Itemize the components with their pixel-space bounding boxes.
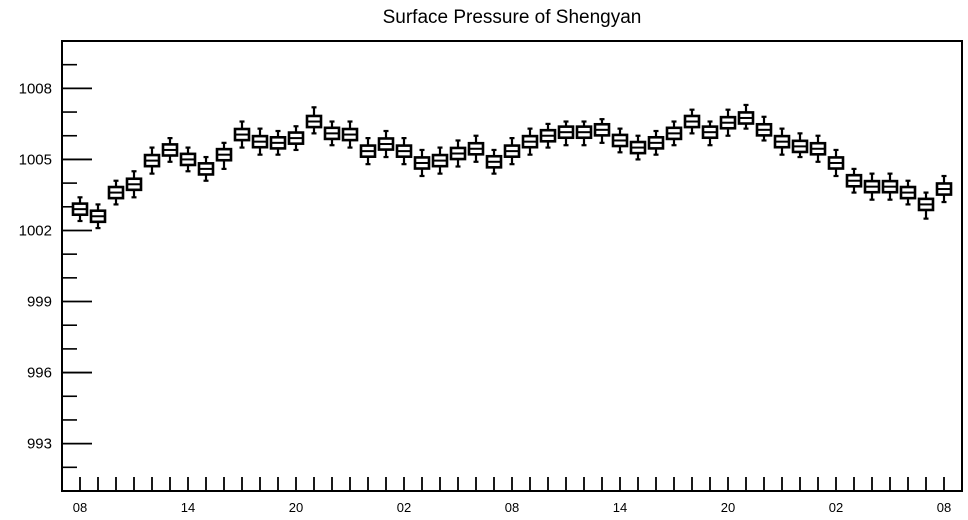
- x-tick-label: 08: [505, 500, 519, 515]
- box-plot: [881, 172, 899, 201]
- box-plot: [899, 179, 917, 206]
- box-plot: [863, 172, 881, 201]
- box-plot: [143, 146, 161, 175]
- box-plot: [539, 122, 557, 149]
- box-plot: [287, 125, 305, 152]
- box-plot: [575, 120, 593, 147]
- x-tick-label: 02: [397, 500, 411, 515]
- box-plot: [791, 132, 809, 159]
- box-plot: [485, 148, 503, 175]
- x-tick-label: 02: [829, 500, 843, 515]
- box-plot: [71, 196, 89, 223]
- box-plot: [449, 139, 467, 168]
- box-plot: [341, 120, 359, 149]
- x-axis: 08 14 20 02 08 14 20 02 08: [73, 477, 951, 515]
- box-plot: [593, 118, 611, 144]
- box-plot: [269, 129, 287, 156]
- box-plot: [233, 120, 251, 149]
- box-plot: [719, 108, 737, 137]
- box-plot: [917, 191, 935, 220]
- box-plot: [629, 134, 647, 161]
- box-plot: [647, 129, 665, 156]
- box-plot: [557, 120, 575, 147]
- box-plot: [89, 203, 107, 230]
- box-plot: [431, 146, 449, 175]
- box-plot: [845, 167, 863, 194]
- box-plot: [467, 134, 485, 163]
- box-plot: [611, 127, 629, 154]
- box-plot: [251, 127, 269, 156]
- x-tick-label: 14: [613, 500, 627, 515]
- x-tick-label: 20: [289, 500, 303, 515]
- box-plot: [323, 120, 341, 147]
- box-plot: [197, 155, 215, 182]
- box-plot: [683, 108, 701, 135]
- y-tick-label: 1005: [19, 151, 52, 168]
- box-plot: [395, 137, 413, 166]
- box-plot: [773, 127, 791, 156]
- y-tick-label: 1002: [19, 222, 52, 239]
- x-tick-label: 08: [73, 500, 87, 515]
- box-plot: [179, 146, 197, 173]
- box-plot: [521, 127, 539, 156]
- box-plot: [377, 129, 395, 159]
- box-plot: [305, 106, 323, 135]
- box-plot: [161, 137, 179, 163]
- y-tick-label: 999: [27, 294, 52, 311]
- box-plot: [125, 170, 143, 199]
- box-plot: [701, 120, 719, 147]
- box-plot: [107, 179, 125, 206]
- box-plot: [413, 148, 431, 178]
- box-plot: [503, 137, 521, 166]
- y-axis: 993 996 999 1002 1005 1008: [19, 40, 92, 492]
- y-tick-label: 1008: [19, 80, 52, 97]
- y-tick-label: 993: [27, 436, 52, 453]
- box-plot: [359, 137, 377, 166]
- y-tick-label: 996: [27, 365, 52, 382]
- x-tick-label: 20: [721, 500, 735, 515]
- box-plot: [935, 174, 953, 204]
- box-plot: [755, 115, 773, 142]
- box-plot: [809, 134, 827, 163]
- box-plot: [215, 141, 233, 170]
- box-plot: [737, 103, 755, 130]
- box-plot: [665, 120, 683, 147]
- plot-frame: [61, 40, 963, 492]
- x-tick-label: 14: [181, 500, 195, 515]
- box-plot: [827, 148, 845, 178]
- chart-title: Surface Pressure of Shengyan: [383, 7, 642, 28]
- box-series: [71, 103, 953, 230]
- x-tick-label: 08: [937, 500, 951, 515]
